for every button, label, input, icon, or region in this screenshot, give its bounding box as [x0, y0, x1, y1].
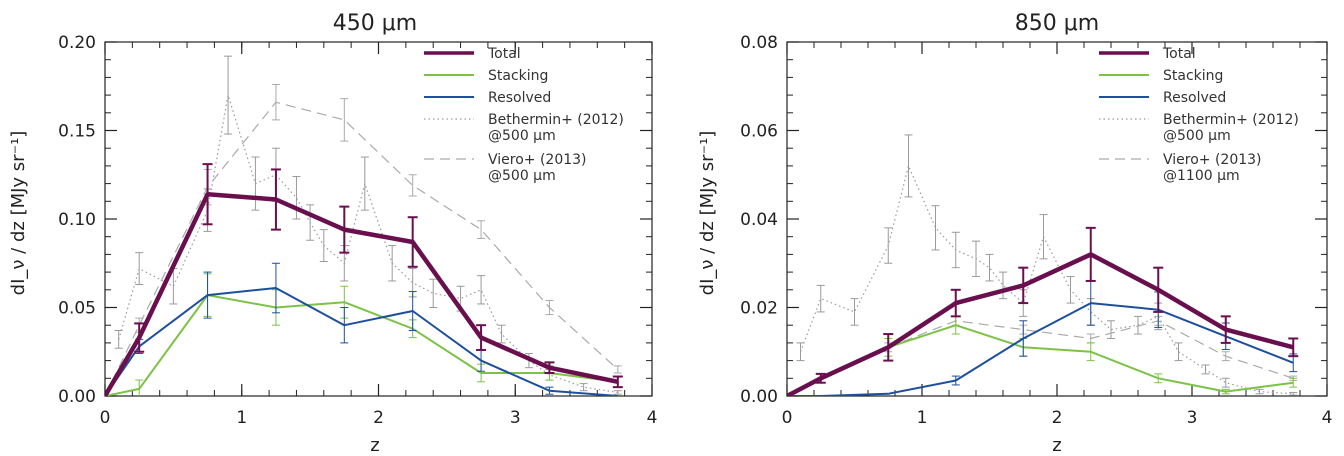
legend-label: Stacking	[1163, 68, 1223, 84]
x-tick-label: 4	[1322, 408, 1333, 428]
y-tick-label: 0.20	[58, 33, 96, 53]
series-line	[787, 302, 1294, 396]
series-line	[799, 165, 1294, 395]
y-tick-label: 0.15	[58, 122, 96, 142]
panel-title: 850 μm	[1015, 11, 1099, 36]
x-tick-label: 0	[782, 408, 793, 428]
x-axis-title: z	[1052, 435, 1061, 456]
y-tick-label: 0.00	[740, 387, 778, 407]
x-tick-label: 2	[373, 408, 384, 428]
legend-label-line2: @1100 μm	[1163, 168, 1240, 184]
series-total	[105, 163, 623, 396]
legend-label: Viero+ (2013)	[488, 152, 587, 168]
x-tick-label: 4	[647, 408, 658, 428]
x-tick-label: 2	[1052, 408, 1063, 428]
legend: Total Stacking Resolved Bethermin+ (2012)@5…	[1099, 46, 1299, 184]
panel-title: 450 μm	[333, 11, 417, 36]
legend-label: Total	[487, 46, 521, 62]
y-tick-label: 0.10	[58, 210, 96, 230]
y-axis-title: dI_ν / dz [MJy sr⁻¹]	[697, 131, 718, 296]
legend-label: Total	[1162, 46, 1196, 62]
y-tick-label: 0.05	[58, 299, 96, 319]
chart-panel-450: 450 μm z dI_ν / dz [MJy sr⁻¹] 0 1 2 3 4 0.00 0…	[8, 11, 657, 456]
legend-label: Resolved	[488, 90, 551, 106]
series-line	[105, 191, 619, 396]
series-stacking	[105, 273, 622, 396]
series-line	[105, 294, 618, 396]
legend-label: Bethermin+ (2012)	[488, 112, 624, 128]
plot-frame	[104, 41, 653, 397]
y-tick-label: 0.08	[740, 33, 778, 53]
y-tick-label: 0.04	[740, 210, 778, 230]
x-axis-title: z	[370, 435, 379, 456]
y-tick-label: 0.00	[58, 387, 96, 407]
x-tick-label: 1	[917, 408, 928, 428]
y-tick-label: 0.02	[740, 299, 778, 319]
legend-label-line2: @500 μm	[1163, 128, 1231, 144]
legend-label: Stacking	[488, 68, 548, 84]
legend-label: Resolved	[1163, 90, 1226, 106]
legend-label: Viero+ (2013)	[1163, 152, 1262, 168]
y-tick-label: 0.06	[740, 122, 778, 142]
series-total	[787, 226, 1299, 396]
chart-panel-850: 850 μm z dI_ν / dz [MJy sr⁻¹] 0 1 2 3 4 0.00 0…	[697, 11, 1332, 456]
x-tick-label: 0	[100, 408, 111, 428]
series-line	[787, 320, 1294, 396]
series-line	[787, 252, 1294, 396]
x-tick-label: 1	[236, 408, 247, 428]
x-tick-label: 3	[1187, 408, 1198, 428]
series-line	[118, 94, 618, 394]
legend-label-line2: @500 μm	[488, 128, 556, 144]
y-axis-title: dI_ν / dz [MJy sr⁻¹]	[8, 131, 29, 296]
x-tick-label: 3	[510, 408, 521, 428]
legend-label: Bethermin+ (2012)	[1163, 112, 1299, 128]
legend-label-line2: @500 μm	[488, 168, 556, 184]
plot-frame	[786, 41, 1328, 397]
series-line	[105, 287, 618, 396]
series-line	[105, 101, 619, 396]
